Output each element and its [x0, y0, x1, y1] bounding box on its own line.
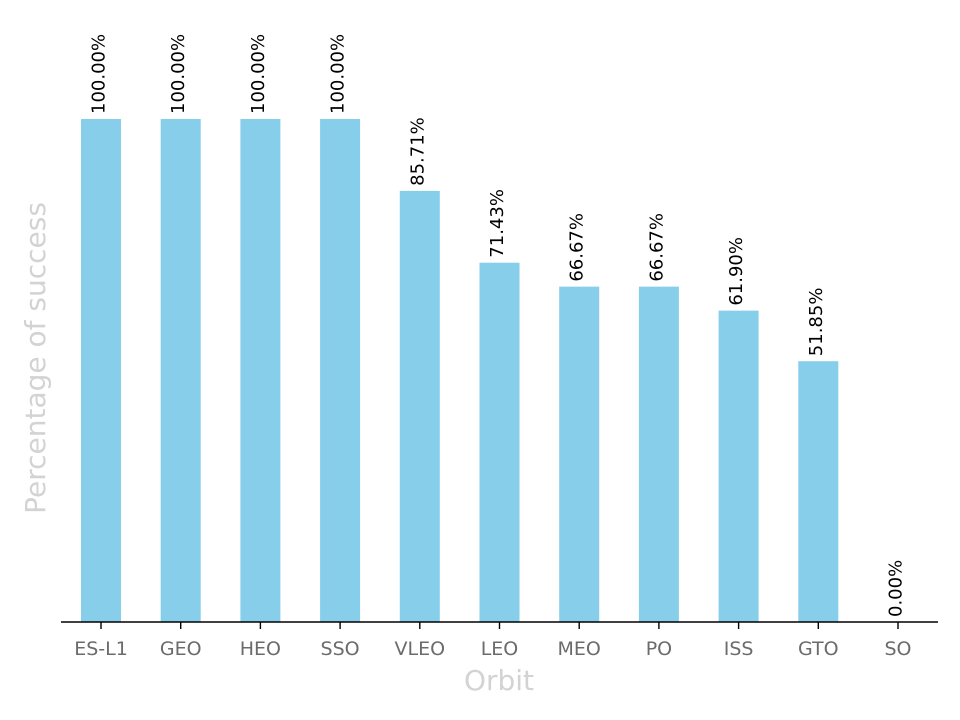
- x-tick-label-es-l1: ES-L1: [74, 638, 128, 660]
- bar-heo: [240, 119, 281, 622]
- data-label-gto: 51.85%: [806, 288, 827, 357]
- x-tick-label-heo: HEO: [240, 638, 281, 660]
- data-label-heo: 100.00%: [248, 34, 269, 114]
- x-tick-label-gto: GTO: [798, 638, 839, 660]
- x-tick-label-leo: LEO: [481, 638, 519, 660]
- x-tick-label-sso: SSO: [321, 638, 360, 660]
- data-label-iss: 61.90%: [726, 237, 747, 306]
- x-tick-label-iss: ISS: [724, 638, 754, 660]
- data-labels-group: 100.00% 100.00% 100.00% 100.00% 85.71% 71.43%…: [89, 34, 907, 617]
- x-tick-label-vleo: VLEO: [395, 638, 446, 660]
- bar-geo: [160, 119, 201, 622]
- data-label-meo: 66.67%: [567, 213, 588, 282]
- x-tick-label-so: SO: [884, 638, 911, 660]
- bar-sso: [320, 119, 361, 622]
- x-axis-title: Orbit: [464, 664, 534, 697]
- data-label-es-l1: 100.00%: [89, 34, 110, 114]
- data-label-geo: 100.00%: [168, 34, 189, 114]
- bar-leo: [479, 262, 520, 622]
- x-ticks-group: [100, 622, 899, 629]
- data-label-so: 0.00%: [886, 560, 907, 617]
- bars-group: [81, 119, 839, 622]
- data-label-sso: 100.00%: [328, 34, 349, 114]
- data-label-vleo: 85.71%: [407, 117, 428, 186]
- bar-es-l1: [81, 119, 121, 622]
- bar-gto: [798, 361, 839, 622]
- x-tick-label-po: PO: [646, 638, 672, 660]
- x-tick-label-geo: GEO: [160, 638, 202, 660]
- y-axis-title: Percentage of success: [19, 202, 52, 514]
- bar-meo: [559, 286, 600, 622]
- x-tick-labels-group: ES-L1 GEO HEO SSO VLEO LEO MEO PO ISS GTO SO: [74, 638, 911, 660]
- x-tick-label-meo: MEO: [558, 638, 601, 660]
- data-label-leo: 71.43%: [487, 189, 508, 258]
- bar-vleo: [399, 190, 440, 622]
- bar-po: [638, 286, 679, 622]
- bar-iss: [718, 310, 759, 622]
- data-label-po: 66.67%: [646, 213, 667, 282]
